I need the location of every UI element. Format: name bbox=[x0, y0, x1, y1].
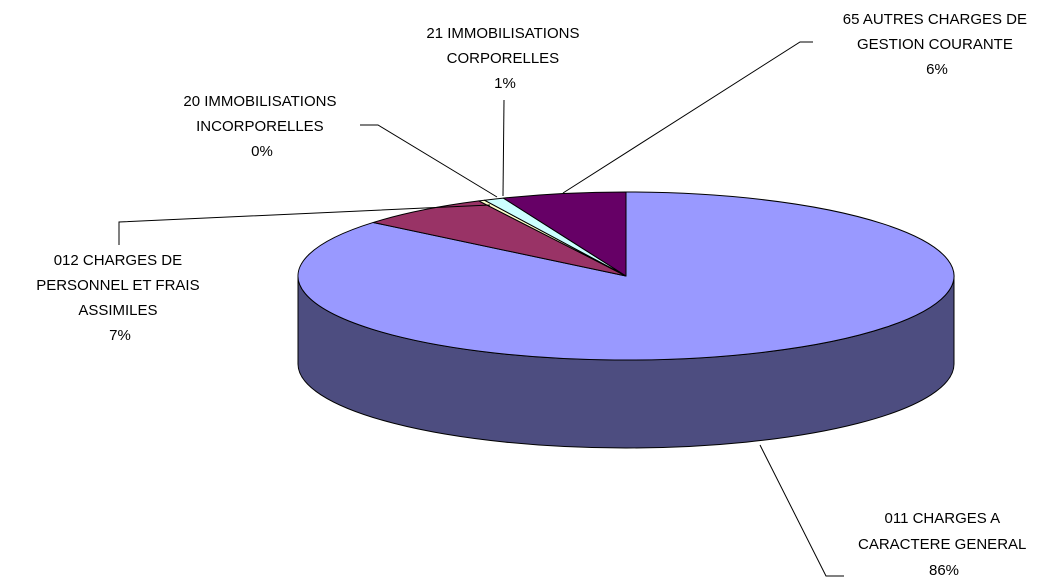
leader-line-1 bbox=[118, 204, 491, 245]
slice-percent: 0% bbox=[251, 143, 273, 160]
slice-label: 012 CHARGES DE PERSONNEL ET FRAIS ASSIMI… bbox=[36, 252, 204, 344]
leader-line-2 bbox=[360, 124, 498, 198]
leader-line-3 bbox=[502, 99, 505, 197]
slice-percent: 1% bbox=[494, 75, 516, 92]
slice-percent: 86% bbox=[929, 562, 959, 579]
leader-line-4 bbox=[562, 41, 813, 194]
slice-label: 011 CHARGES A CARACTERE GENERAL 86% bbox=[858, 510, 1030, 579]
leader-line-0 bbox=[759, 444, 844, 577]
leader-lines bbox=[118, 41, 844, 577]
pie-slices bbox=[297, 191, 955, 361]
slice-percent: 7% bbox=[109, 327, 131, 344]
pie-slice-0 bbox=[297, 191, 955, 361]
slice-label: 20 IMMOBILISATIONS INCORPORELLES 0% bbox=[183, 93, 340, 160]
slice-label: 21 IMMOBILISATIONS CORPORELLES 1% bbox=[426, 25, 583, 92]
slice-percent: 6% bbox=[926, 61, 948, 78]
pie-slice-4 bbox=[502, 191, 627, 277]
slice-label: 65 AUTRES CHARGES DE GESTION COURANTE 6% bbox=[843, 11, 1031, 78]
pie-slice-1 bbox=[372, 200, 627, 277]
